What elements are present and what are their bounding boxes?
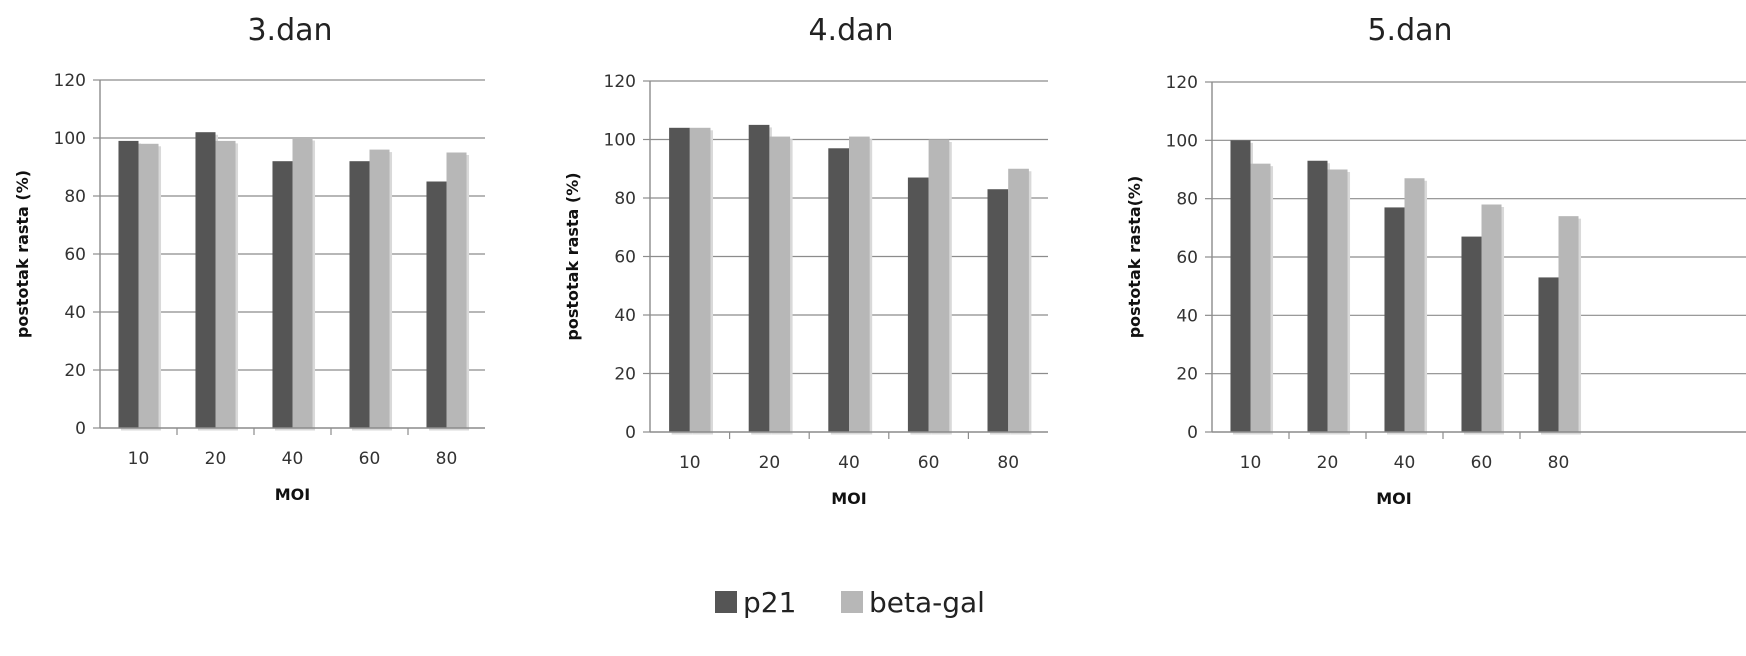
y-tick-label: 40 [1176,306,1198,326]
y-tick-label: 20 [614,365,636,385]
bar-p21 [828,148,849,432]
x-axis-label: MOI [831,489,866,508]
x-axis-label: MOI [1376,489,1411,508]
bar-beta-gal [1404,178,1425,432]
legend-label-p21: p21 [743,586,796,619]
x-tick-label: 20 [1317,453,1339,473]
x-tick-label: 80 [436,449,458,469]
bar-beta-gal [1250,163,1271,432]
bar-beta-gal [138,143,159,429]
x-tick-label: 80 [1548,453,1570,473]
chart-panel-day-5: 5.dan 0 20 40 60 80 100 120 10 20 40 60 80 MOI pos… [1125,13,1746,508]
y-tick-label: 0 [75,419,86,439]
x-tick-label: 10 [679,453,701,473]
y-tick-label: 20 [64,361,86,381]
x-tick-label: 10 [128,449,150,469]
legend-label-beta-gal: beta-gal [869,586,985,619]
y-tick-label: 100 [604,131,636,151]
bar-beta-gal [689,127,711,433]
bar-p21 [907,177,929,432]
bar-beta-gal [928,139,950,432]
bar-beta-gal [1008,168,1029,432]
axes [93,79,485,435]
y-tick-label: 0 [1187,423,1198,443]
bar-beta-gal [1327,169,1348,432]
y-tick-label: 120 [1166,73,1198,93]
chart-panel-day-4: 4.dan 0 20 40 60 80 100 120 10 20 40 60 80 MOI pos… [563,13,1048,508]
x-tick-labels: 10 20 40 60 80 [1240,453,1570,473]
bar-p21 [349,161,370,428]
y-tick-label: 120 [604,72,636,92]
legend-swatch-beta-gal [841,591,863,613]
chart-title: 3.dan [247,13,332,48]
chart-title: 5.dan [1367,13,1452,48]
bar-p21 [272,161,293,428]
y-tick-label: 80 [64,187,86,207]
bar-p21 [669,127,690,433]
bar-beta-gal [1481,204,1502,432]
bar-p21 [118,140,139,428]
bar-p21 [987,189,1009,432]
y-tick-labels: 0 20 40 60 80 100 120 [1166,73,1198,443]
bar-p21 [1461,236,1482,432]
y-tick-label: 60 [64,245,86,265]
y-tick-label: 100 [1166,131,1198,151]
bar-beta-gal [446,152,467,428]
bar-beta-gal [1558,216,1579,432]
legend-swatch-p21 [715,591,737,613]
x-tick-label: 10 [1240,453,1262,473]
bar-p21 [195,132,216,428]
bar-beta-gal [769,136,791,432]
bar-p21 [748,124,770,432]
bar-group [1230,140,1582,435]
bar-beta-gal [369,149,390,428]
x-tick-label: 20 [759,453,781,473]
y-tick-label: 40 [64,303,86,323]
y-tick-labels: 0 20 40 60 80 100 120 [604,72,636,443]
axes [1205,81,1746,439]
y-tick-label: 60 [614,248,636,268]
x-tick-label: 20 [205,449,227,469]
x-tick-labels: 10 20 40 60 80 [679,453,1019,473]
y-axis-label: postotak rasta (%) [13,170,32,338]
bar-p21 [1538,277,1559,432]
bar-group [118,132,470,431]
x-tick-labels: 10 20 40 60 80 [128,449,458,469]
y-tick-label: 120 [54,71,86,91]
bar-p21 [1384,207,1405,432]
bar-p21 [1230,140,1251,433]
y-tick-label: 20 [1176,365,1198,385]
chart-title: 4.dan [808,13,893,48]
y-axis-label: postotak rasta(%) [1125,176,1144,339]
bar-beta-gal [215,140,236,428]
y-tick-label: 0 [625,423,636,443]
chart-panel-day-3: 3.dan 0 20 40 60 80 100 120 10 20 40 60 80 MOI pos… [13,13,485,504]
y-tick-labels: 0 20 40 60 80 100 120 [54,71,86,439]
y-tick-label: 80 [614,189,636,209]
x-tick-label: 40 [838,453,860,473]
x-axis-label: MOI [275,485,310,504]
bar-beta-gal [849,136,870,432]
x-tick-label: 40 [282,449,304,469]
bar-group [669,124,1032,435]
x-tick-label: 80 [997,453,1019,473]
axes [643,80,1048,439]
y-tick-label: 40 [614,306,636,326]
x-tick-label: 40 [1394,453,1416,473]
bar-p21 [426,181,447,428]
y-tick-label: 100 [54,129,86,149]
y-tick-label: 60 [1176,248,1198,268]
y-tick-label: 80 [1176,190,1198,210]
legend: p21 beta-gal [715,586,985,619]
x-tick-label: 60 [359,449,381,469]
bar-beta-gal [292,138,313,428]
x-tick-label: 60 [1471,453,1493,473]
y-axis-label: postotak rasta (%) [563,172,582,340]
bar-p21 [1307,160,1328,432]
x-tick-label: 60 [918,453,940,473]
